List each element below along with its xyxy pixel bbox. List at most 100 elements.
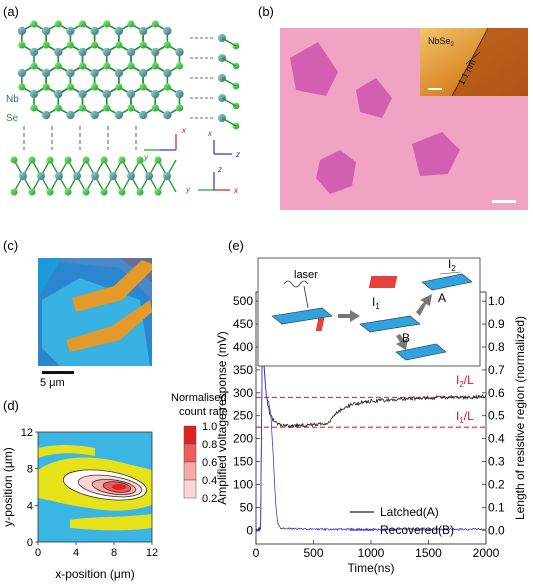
device-scale-label: 5 μm bbox=[40, 377, 65, 389]
nb-atom bbox=[175, 89, 184, 99]
se-atom bbox=[154, 156, 162, 164]
se-atom bbox=[46, 156, 54, 164]
nb-atom bbox=[163, 26, 172, 36]
nb-atom bbox=[138, 26, 148, 36]
panel-b-label: (b) bbox=[258, 4, 274, 19]
se-atom bbox=[30, 104, 38, 112]
panel-d: (d) Normalised count rate 0 4 8 12 12 8 4 0 x-p… bbox=[1, 392, 228, 581]
svg-text:y: y bbox=[185, 185, 191, 194]
nb-atom bbox=[163, 172, 171, 180]
lattice-bond bbox=[221, 57, 237, 67]
map-y-tick-label: 8 bbox=[27, 464, 33, 476]
se-atom bbox=[30, 62, 38, 70]
y2-tick-label: 0.2 bbox=[488, 477, 505, 491]
se-atom bbox=[91, 41, 99, 49]
se-atom bbox=[82, 156, 90, 164]
strip-recovered bbox=[395, 343, 447, 361]
nb-atom bbox=[151, 89, 160, 99]
nb-atom bbox=[114, 68, 124, 78]
y-tick-label: 150 bbox=[233, 455, 253, 469]
y-tick-label: 300 bbox=[233, 386, 253, 400]
colorbar-tick-label: 1.0 bbox=[202, 421, 217, 433]
se-atom bbox=[30, 20, 38, 28]
lattice-bond bbox=[221, 77, 237, 87]
y-tick-label: 350 bbox=[233, 363, 253, 377]
nb-atom bbox=[66, 68, 75, 78]
nb-atom bbox=[41, 68, 51, 78]
x-tick-label: 1500 bbox=[415, 546, 442, 560]
se-atom bbox=[82, 188, 90, 196]
se-atom bbox=[139, 83, 147, 91]
nb-atom bbox=[54, 89, 63, 99]
nb-atom bbox=[163, 68, 172, 78]
nb-atom bbox=[29, 89, 39, 99]
count-map-ticks: 0 4 8 12 12 8 4 0 bbox=[21, 427, 158, 559]
se-atom bbox=[136, 156, 144, 164]
legend-label: Latched(A) bbox=[380, 505, 439, 519]
nb-atom bbox=[17, 68, 27, 78]
panel-e: (e) 0 500 1000 1500 2000 0 50 100 150 200 250 300 35… bbox=[215, 238, 527, 575]
lattice-bond bbox=[221, 117, 237, 127]
map-x-tick-label: 4 bbox=[73, 547, 79, 559]
y2-tick-label: 1.0 bbox=[488, 294, 505, 308]
se-atom bbox=[10, 188, 18, 196]
x-tick-label: 0 bbox=[253, 546, 260, 560]
arrow-up bbox=[416, 294, 432, 316]
se-atom bbox=[103, 20, 111, 28]
se-atom bbox=[64, 188, 72, 196]
se-atom bbox=[54, 20, 62, 28]
se-atom bbox=[54, 104, 62, 112]
response-chart: 0 500 1000 1500 2000 0 50 100 150 200 250 300 350 400… bbox=[215, 291, 527, 575]
se-atom bbox=[127, 20, 135, 28]
nb-atom bbox=[29, 47, 39, 57]
map-y-tick-label: 0 bbox=[27, 537, 33, 549]
panel-c-label: (c) bbox=[3, 238, 18, 253]
se-atom bbox=[100, 156, 108, 164]
nb-atom bbox=[114, 110, 124, 120]
se-atom bbox=[78, 104, 87, 112]
nb-atom bbox=[91, 172, 99, 180]
nb-atom bbox=[55, 172, 63, 180]
colorbar-tick-label: 0.6 bbox=[202, 457, 217, 469]
arrow-down bbox=[396, 334, 408, 350]
se-atom bbox=[10, 156, 18, 164]
map-x-tick-label: 0 bbox=[35, 547, 41, 559]
map-x-tick-label: 8 bbox=[111, 547, 117, 559]
nb-atom bbox=[90, 26, 99, 36]
se-atom bbox=[118, 156, 126, 164]
nb-atom bbox=[138, 68, 148, 78]
se-atom bbox=[127, 104, 135, 112]
panel-a: (a) Nb Se y x x z z y x bbox=[3, 4, 240, 196]
se-atom bbox=[115, 41, 123, 49]
nb-atom bbox=[54, 47, 63, 57]
colorbar-swatch bbox=[183, 425, 197, 445]
count-map-xlabel: x-position (μm) bbox=[55, 567, 135, 581]
se-atom bbox=[175, 104, 184, 112]
panel-d-label: (d) bbox=[3, 398, 19, 413]
svg-text:x: x bbox=[181, 126, 187, 135]
nb-atom bbox=[90, 68, 99, 78]
flake-2 bbox=[356, 78, 392, 118]
nb-atom bbox=[163, 110, 172, 120]
panel-e-label: (e) bbox=[228, 238, 244, 253]
se-atom bbox=[54, 62, 62, 70]
flake-4 bbox=[412, 132, 460, 176]
svg-text:z: z bbox=[217, 165, 222, 174]
y-tick-label: 500 bbox=[233, 294, 253, 308]
se-atom bbox=[175, 62, 184, 70]
colorbar-tick-label: 0.8 bbox=[202, 439, 217, 451]
nb-atom bbox=[102, 89, 111, 99]
se-atom bbox=[42, 41, 50, 49]
lattice-bond bbox=[221, 97, 237, 107]
optical-scale-bar bbox=[492, 200, 516, 203]
nb-atom bbox=[78, 47, 87, 57]
colorbar-title-line2: count rate bbox=[179, 406, 228, 418]
y-tick-label: 450 bbox=[233, 317, 253, 331]
y2-tick-label: 0.6 bbox=[488, 386, 505, 400]
colorbar-tick-label: 0.2 bbox=[202, 493, 217, 505]
nb-atom bbox=[17, 26, 27, 36]
se-atom bbox=[163, 41, 171, 49]
nb-atom bbox=[90, 110, 99, 120]
se-atom bbox=[136, 188, 144, 196]
